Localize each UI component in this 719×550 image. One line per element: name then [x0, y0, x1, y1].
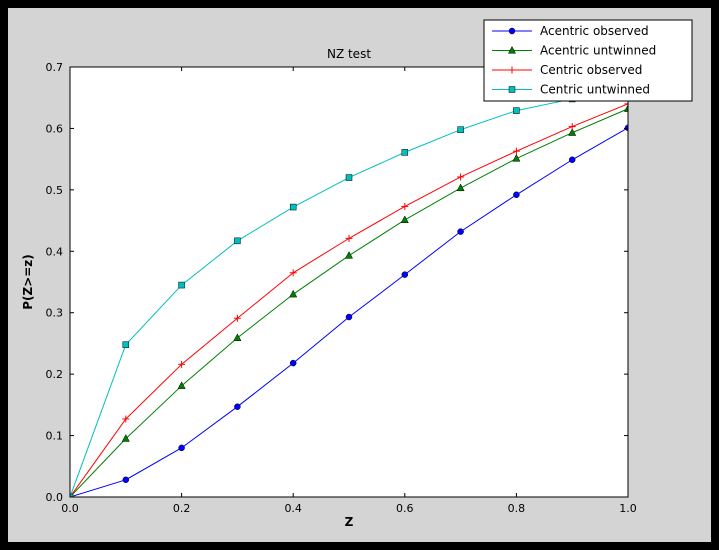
y-tick-label: 0.4: [46, 245, 64, 258]
legend-label-centric-untwinned: Centric untwinned: [540, 83, 650, 97]
series-marker-acentric-observed: [345, 313, 353, 321]
series-marker-centric-untwinned: [234, 237, 241, 245]
y-tick-label: 0.2: [46, 368, 64, 381]
series-marker-centric-untwinned: [70, 493, 74, 497]
series-marker-centric-untwinned: [513, 107, 520, 114]
x-tick-label: 0.0: [61, 502, 79, 515]
series-marker-centric-untwinned: [289, 203, 297, 211]
y-tick-label: 0.1: [46, 430, 64, 443]
series-marker-acentric-untwinned: [121, 434, 130, 442]
series-marker-acentric-untwinned: [512, 153, 521, 162]
legend-label-centric-observed: Centric observed: [540, 63, 642, 77]
x-tick-label: 1.0: [619, 502, 637, 515]
legend-label-acentric-untwinned: Acentric untwinned: [540, 44, 656, 58]
series-marker-acentric-untwinned: [568, 128, 577, 136]
series-marker-acentric-untwinned: [456, 183, 465, 192]
x-tick-label: 0.8: [508, 502, 526, 515]
series-marker-acentric-observed: [234, 403, 241, 410]
legend-label-acentric-observed: Acentric observed: [540, 24, 649, 38]
series-marker-acentric-untwinned: [344, 251, 354, 259]
x-axis-label: Z: [345, 515, 354, 529]
series-marker-centric-untwinned: [345, 174, 353, 181]
y-tick-label: 0.0: [46, 491, 64, 504]
series-marker-centric-untwinned: [401, 149, 409, 156]
series-marker-centric-untwinned: [122, 341, 130, 348]
series-marker-acentric-untwinned: [233, 333, 242, 341]
series-marker-acentric-observed: [568, 156, 576, 164]
x-tick-label: 0.2: [173, 502, 191, 515]
chart-title: NZ test: [327, 47, 371, 61]
y-tick-label: 0.7: [46, 61, 64, 74]
series-marker-acentric-untwinned: [400, 215, 409, 224]
axis-ticks-group: 0.0 0.2 0.4 0.6 0.8 1.0 0.0 0.1 0.2 0.3 0.4 0.5 0.6 0…: [46, 61, 637, 515]
plot-area-background: [70, 67, 628, 497]
y-tick-label: 0.6: [46, 122, 64, 135]
y-axis-label: P(Z>=z): [21, 254, 35, 310]
plot-border: [69, 66, 629, 498]
series-marker-acentric-observed: [289, 359, 297, 367]
y-tick-label: 0.5: [46, 184, 64, 197]
series-marker-centric-untwinned: [178, 281, 185, 289]
series-marker-acentric-untwinned: [177, 381, 186, 389]
series-marker-acentric-observed: [122, 476, 130, 484]
y-tick-label: 0.3: [46, 307, 64, 320]
series-marker-centric-untwinned: [457, 126, 464, 133]
series-marker-acentric-untwinned: [623, 104, 628, 112]
x-tick-label: 0.6: [396, 502, 414, 515]
legend-marker-centric-untwinned: [508, 86, 516, 93]
series-marker-acentric-untwinned: [289, 289, 298, 298]
series-marker-acentric-observed: [457, 228, 464, 235]
series-marker-acentric-observed: [624, 124, 628, 132]
series-marker-acentric-observed: [513, 191, 520, 199]
series-marker-acentric-observed: [401, 271, 409, 278]
legend-marker-acentric-observed: [508, 27, 516, 35]
legend-marker-acentric-untwinned: [507, 45, 517, 54]
legend-box: [483, 19, 693, 102]
legend: Acentric observed Acentric untwinned Centr…: [483, 19, 693, 102]
series-marker-acentric-observed: [178, 444, 185, 452]
series-group: [70, 89, 628, 497]
x-tick-label: 0.4: [284, 502, 302, 515]
